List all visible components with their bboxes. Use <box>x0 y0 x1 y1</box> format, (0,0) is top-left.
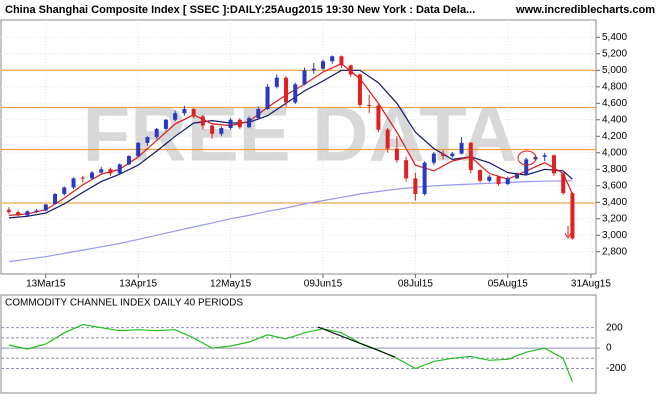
candle-body <box>108 169 113 174</box>
x-tick-label: 31Aug15 <box>571 279 611 290</box>
candle-body <box>117 164 122 174</box>
candle-body <box>394 148 399 161</box>
candle-body <box>404 160 409 179</box>
candle-body <box>542 155 547 157</box>
candle-body <box>200 116 205 126</box>
x-tick-label: 08Jul15 <box>398 279 433 290</box>
candle-body <box>459 142 464 154</box>
candle-body <box>34 210 39 212</box>
candle-body <box>136 142 141 157</box>
line-series <box>8 180 573 263</box>
y-tick-label: 2,800 <box>602 246 627 257</box>
x-tick-label: 12May15 <box>210 279 252 290</box>
candle-body <box>145 137 150 143</box>
y-tick-label: 5,000 <box>602 65 627 76</box>
candle-body <box>43 204 48 211</box>
watermark: FREE DATA <box>83 90 518 178</box>
panel-title: COMMODITY CHANNEL INDEX DAILY 40 PERIODS <box>5 298 243 309</box>
candle-body <box>320 61 325 69</box>
y-tick-label: 3,000 <box>602 230 627 241</box>
candle-body <box>450 153 455 157</box>
candle-body <box>173 113 178 120</box>
candle-body <box>228 119 233 129</box>
candle-body <box>284 77 289 103</box>
y-tick-label: 3,800 <box>602 164 627 175</box>
x-tick-label: 13Apr15 <box>119 279 157 290</box>
y-tick-label: 4,200 <box>602 131 627 142</box>
candle-body <box>16 212 21 216</box>
chart-title: China Shanghai Composite Index [ SSEC ]:… <box>5 4 475 16</box>
candle-body <box>468 142 473 171</box>
trend-line <box>317 326 396 358</box>
y-tick-label: 0 <box>606 343 612 354</box>
candle-body <box>25 211 30 216</box>
candle-body <box>210 125 215 134</box>
site-link[interactable]: www.incrediblecharts.com <box>515 4 655 16</box>
candle-body <box>570 193 575 239</box>
y-tick-label: 3,400 <box>602 197 627 208</box>
candle-body <box>533 156 538 160</box>
candle-body <box>357 74 362 105</box>
candle-body <box>191 109 196 117</box>
highlight-circle <box>517 150 537 166</box>
candle-body <box>293 84 298 103</box>
candle-body <box>515 174 520 179</box>
candle-body <box>219 128 224 134</box>
candle-body <box>496 176 501 185</box>
y-tick-label: 4,600 <box>602 98 627 109</box>
candle-body <box>302 70 307 85</box>
y-tick-label: 5,200 <box>602 48 627 59</box>
candle-body <box>274 77 279 87</box>
cci-panel <box>0 294 597 394</box>
y-tick-label: 4,400 <box>602 114 627 125</box>
candle-body <box>163 119 168 129</box>
candle-body <box>99 169 104 173</box>
candle-body <box>62 187 67 195</box>
candle-body <box>182 109 187 114</box>
down-arrow <box>564 226 572 239</box>
candle-body <box>422 162 427 195</box>
candle-body <box>126 156 131 165</box>
x-tick-label: 05Aug15 <box>488 279 528 290</box>
y-tick-label: 200 <box>606 322 623 333</box>
candle-body <box>376 105 381 130</box>
candle-body <box>348 65 353 75</box>
candle-body <box>487 176 492 181</box>
candle-body <box>265 86 270 110</box>
candle-body <box>256 109 261 119</box>
candle-body <box>339 56 344 66</box>
candle-body <box>505 178 510 185</box>
candle-body <box>385 129 390 149</box>
candle-body <box>431 153 436 163</box>
candle-body <box>247 118 252 128</box>
candle-body <box>80 177 85 179</box>
x-tick-label: 09Jun15 <box>304 279 343 290</box>
candle-body <box>413 178 418 195</box>
candle-body <box>6 209 11 213</box>
y-tick-label: 3,200 <box>602 213 627 224</box>
candle-body <box>330 56 335 62</box>
main-panel <box>0 19 597 275</box>
candle-body <box>71 178 76 188</box>
y-tick-label: -200 <box>606 363 626 374</box>
candle-body <box>524 159 529 175</box>
candle-body <box>154 128 159 138</box>
candle-body <box>441 153 446 157</box>
candle-body <box>53 194 58 204</box>
y-tick-label: 5,400 <box>602 32 627 43</box>
line-series <box>8 323 573 383</box>
y-tick-label: 3,600 <box>602 180 627 191</box>
y-tick-label: 4,800 <box>602 81 627 92</box>
candle-body <box>237 119 242 128</box>
candle-body <box>90 172 95 179</box>
y-tick-label: 4,000 <box>602 147 627 158</box>
candle-body <box>478 170 483 181</box>
candle-body <box>551 155 556 174</box>
candle-body <box>367 104 372 106</box>
candle-body <box>311 68 316 71</box>
candle-body <box>561 173 566 194</box>
x-tick-label: 13Mar15 <box>26 279 66 290</box>
